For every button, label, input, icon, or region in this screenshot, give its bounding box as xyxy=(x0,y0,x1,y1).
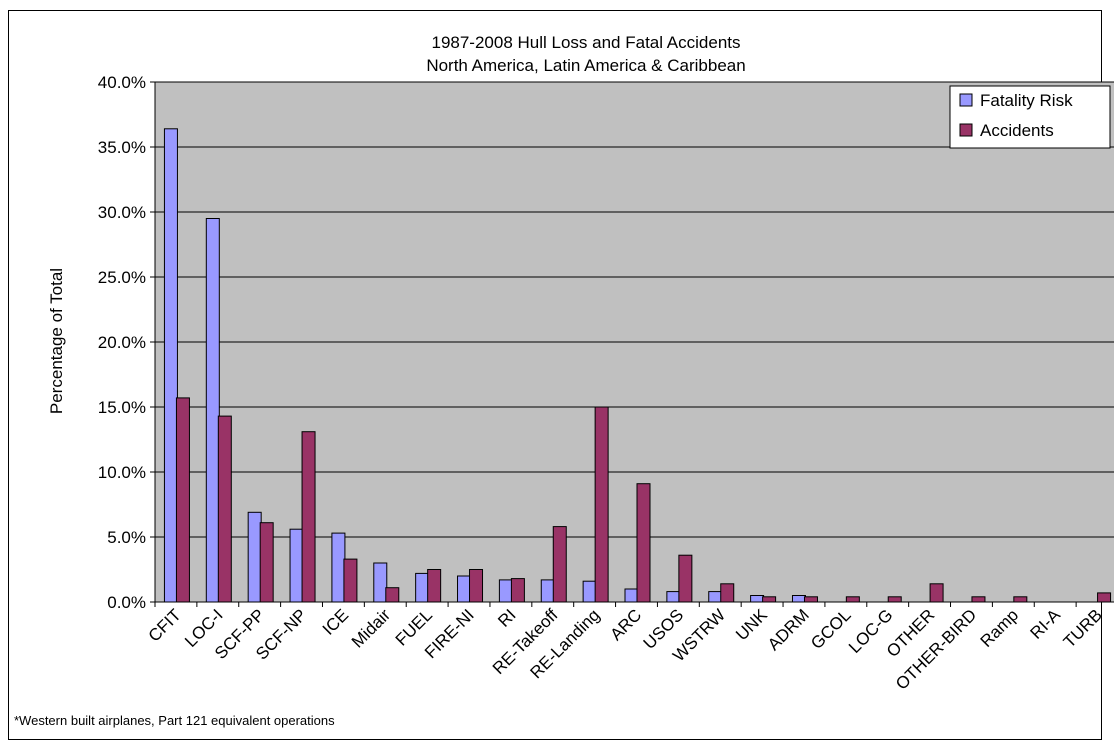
bar-accidents-wstrw xyxy=(720,583,735,603)
bar-fatality-risk-ri xyxy=(498,579,513,603)
bar-fatality-risk-wstrw xyxy=(708,591,723,603)
bar-accidents-arc xyxy=(636,483,651,603)
bar-accidents-adrm xyxy=(803,596,818,603)
bar-accidents-other xyxy=(929,583,944,603)
x-tick-label: RI xyxy=(494,605,519,630)
y-tick-label: 15.0% xyxy=(98,398,146,417)
x-tick-label: RI-A xyxy=(1027,605,1065,643)
y-tick-label: 30.0% xyxy=(98,203,146,222)
bar-fatality-risk-re-landing xyxy=(582,580,597,603)
bar-fatality-risk-arc xyxy=(624,588,639,603)
legend-swatch-fatality-risk xyxy=(959,93,973,107)
legend-box xyxy=(949,85,1111,149)
bar-fatality-risk-loc-i xyxy=(205,218,220,603)
legend: Fatality Risk Accidents xyxy=(949,85,1111,149)
bar-accidents-gcol xyxy=(845,596,860,603)
x-tick-label: ICE xyxy=(319,605,352,638)
x-tick-label: Ramp xyxy=(977,605,1023,651)
bar-accidents-unk xyxy=(762,596,777,603)
x-tick-label: CFIT xyxy=(145,605,185,645)
chart-title: 1987-2008 Hull Loss and Fatal Accidents xyxy=(431,33,740,52)
y-tick-labels: 0.0% 5.0% 10.0% 15.0% 20.0% 25.0% 30.0% 35.0% 40… xyxy=(98,73,146,612)
bar-accidents-fuel xyxy=(427,569,442,603)
y-tick-label: 40.0% xyxy=(98,73,146,92)
bar-accidents-re-takeoff xyxy=(552,526,567,603)
y-tick-label: 10.0% xyxy=(98,463,146,482)
y-tick-label: 20.0% xyxy=(98,333,146,352)
legend-label-fatality-risk: Fatality Risk xyxy=(980,91,1073,110)
legend-label-accidents: Accidents xyxy=(980,121,1054,140)
bar-fatality-risk-scf-pp xyxy=(247,511,262,603)
bar-fatality-risk-ice xyxy=(331,532,346,603)
bar-fatality-risk-adrm xyxy=(791,595,806,603)
bar-accidents-other-bird xyxy=(971,596,986,603)
bar-accidents-re-landing xyxy=(594,406,609,603)
bar-accidents-turb xyxy=(1097,592,1112,603)
bar-accidents-fire-ni xyxy=(469,569,484,603)
y-axis-label: Percentage of Total xyxy=(47,268,66,414)
bar-accidents-scf-np xyxy=(301,431,316,603)
bar-accidents-midair xyxy=(385,587,400,603)
bars xyxy=(163,128,1112,603)
y-tick-label: 25.0% xyxy=(98,268,146,287)
bar-fatality-risk-midair xyxy=(373,562,388,603)
bar-fatality-risk-re-takeoff xyxy=(540,579,555,603)
bar-accidents-loc-g xyxy=(887,596,902,603)
bar-accidents-ri xyxy=(510,578,525,603)
legend-swatch-accidents xyxy=(959,123,973,137)
bar-fatality-risk-fuel xyxy=(415,572,430,603)
y-tick-label: 0.0% xyxy=(107,593,146,612)
bar-fatality-risk-cfit xyxy=(163,128,178,603)
bar-accidents-ramp xyxy=(1013,596,1028,603)
bar-accidents-cfit xyxy=(175,397,190,603)
bar-fatality-risk-scf-np xyxy=(289,528,304,603)
footnote: *Western built airplanes, Part 121 equiv… xyxy=(14,713,335,728)
y-tick-label: 5.0% xyxy=(107,528,146,547)
bar-fatality-risk-fire-ni xyxy=(457,575,472,603)
bar-fatality-risk-usos xyxy=(666,591,681,603)
bar-accidents-loc-i xyxy=(217,415,232,603)
x-tick-label: TURB xyxy=(1060,605,1106,651)
bar-accidents-scf-pp xyxy=(259,522,274,603)
y-tick-label: 35.0% xyxy=(98,138,146,157)
x-tick-label: ADRM xyxy=(764,605,813,654)
axes xyxy=(150,81,1114,607)
bar-accidents-ice xyxy=(343,558,358,603)
x-tick-label: Midair xyxy=(348,605,394,651)
chart-subtitle: North America, Latin America & Caribbean xyxy=(426,56,745,75)
bar-fatality-risk-unk xyxy=(750,595,765,603)
bar-accidents-usos xyxy=(678,554,693,603)
